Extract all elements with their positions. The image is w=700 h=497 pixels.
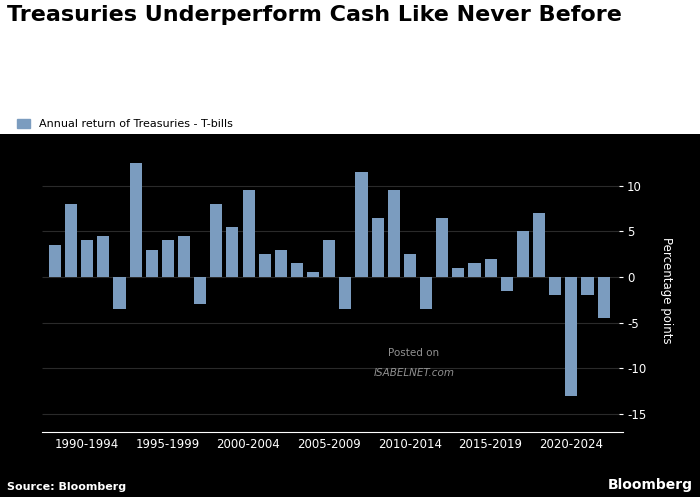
Bar [452, 268, 464, 277]
Bar [162, 241, 174, 277]
Bar [307, 272, 319, 277]
Bar [81, 241, 93, 277]
Text: Bloomberg: Bloomberg [608, 478, 693, 492]
Legend: Annual return of Treasuries - T-bills: Annual return of Treasuries - T-bills [13, 115, 237, 134]
Bar [550, 277, 561, 295]
Bar [372, 218, 384, 277]
Bar [226, 227, 239, 277]
Bar [259, 254, 271, 277]
Text: Posted on: Posted on [389, 348, 440, 358]
Bar [130, 163, 141, 277]
Bar [340, 277, 351, 309]
Bar [356, 172, 368, 277]
Text: ISABELNET.com: ISABELNET.com [373, 368, 454, 378]
Bar [484, 259, 497, 277]
Bar [113, 277, 125, 309]
Bar [436, 218, 448, 277]
Bar [517, 231, 529, 277]
Bar [275, 249, 287, 277]
Text: Treasuries Underperform Cash Like Never Before: Treasuries Underperform Cash Like Never … [7, 5, 622, 25]
Bar [194, 277, 206, 305]
Bar [49, 245, 61, 277]
Bar [500, 277, 513, 291]
Bar [533, 213, 545, 277]
Bar [242, 190, 255, 277]
Bar [468, 263, 481, 277]
Bar [323, 241, 335, 277]
Bar [97, 236, 109, 277]
Bar [210, 204, 223, 277]
Bar [404, 254, 416, 277]
Bar [566, 277, 578, 396]
Bar [65, 204, 77, 277]
Y-axis label: Percentage points: Percentage points [660, 238, 673, 344]
Bar [178, 236, 190, 277]
Bar [291, 263, 303, 277]
Text: Source: Bloomberg: Source: Bloomberg [7, 482, 126, 492]
Bar [146, 249, 158, 277]
Bar [420, 277, 432, 309]
Bar [598, 277, 610, 318]
Bar [582, 277, 594, 295]
Bar [388, 190, 400, 277]
